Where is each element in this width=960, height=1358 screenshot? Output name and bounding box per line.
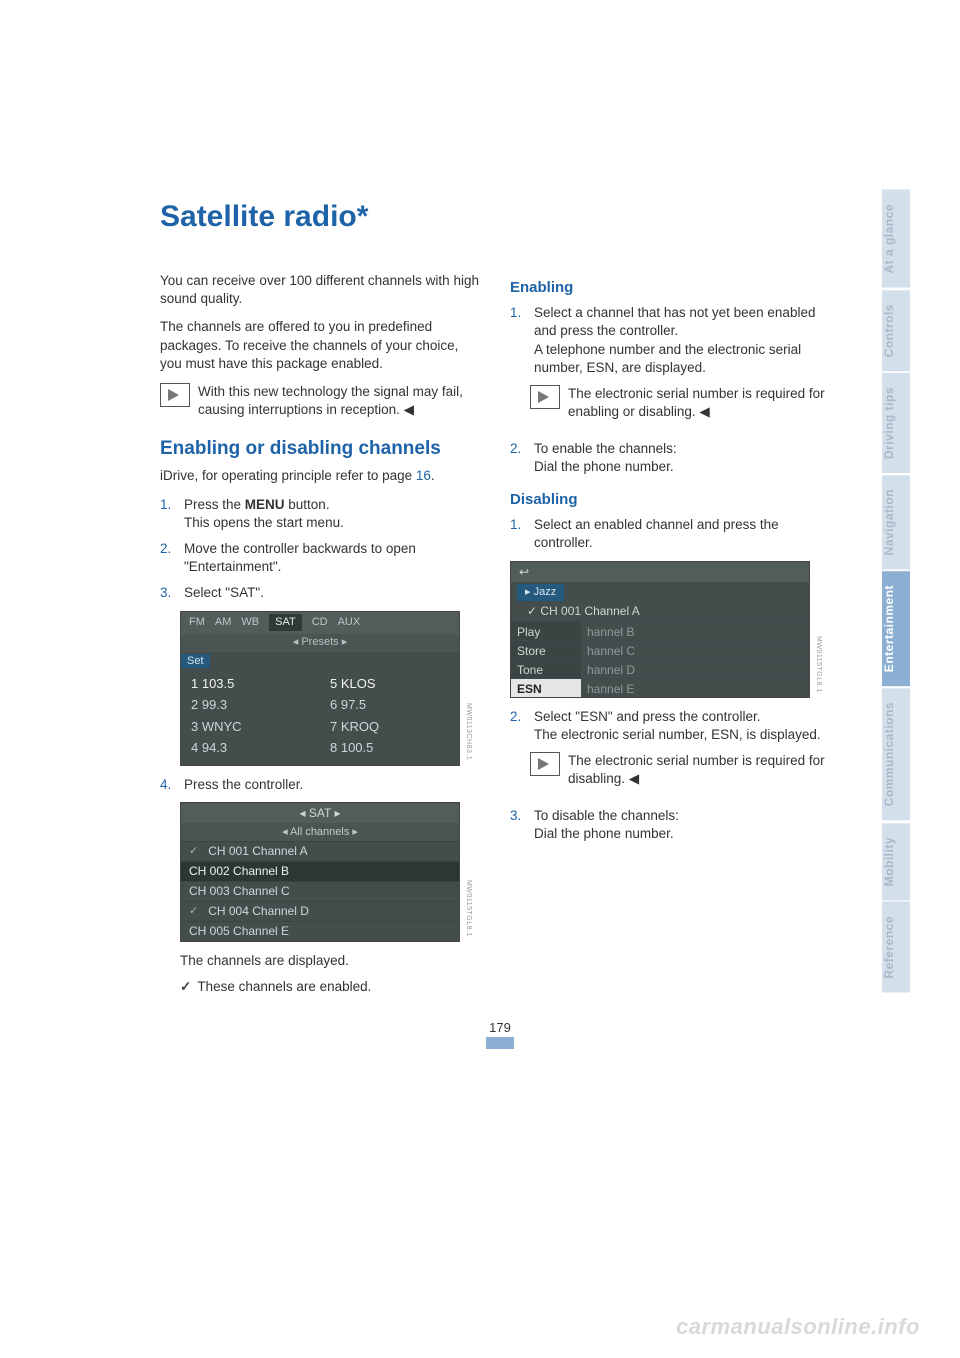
enable-step-1b: A telephone number and the electronic se… (534, 342, 801, 375)
screenshot-all-channels: ◂ SAT ▸ ◂ All channels ▸ CH 001 Channel … (180, 802, 460, 942)
note-text-1: With this new technology the signal may … (198, 383, 482, 419)
tab-navigation[interactable]: Navigation (882, 475, 910, 569)
step-1-text-c: button. (285, 497, 330, 512)
idrive-text-a: iDrive, for operating principle refer to… (160, 468, 416, 483)
channel-item: hannel B (581, 621, 809, 640)
enable-step-2b: Dial the phone number. (534, 459, 674, 474)
menu-item: Tone (511, 659, 581, 678)
menu-item: Play (511, 621, 581, 640)
menu-button-label: MENU (245, 497, 285, 512)
step-number: 2. (160, 540, 174, 576)
channel-item: hannel E (581, 678, 809, 697)
step-number: 2. (510, 440, 524, 476)
page-number-bar (486, 1037, 514, 1049)
step-1-text-a: Press the (184, 497, 245, 512)
channel-row: CH 004 Channel D (181, 901, 459, 921)
tab-entertainment[interactable]: Entertainment (882, 571, 910, 686)
preset-cell: 6 97.5 (320, 694, 459, 716)
idrive-reference: iDrive, for operating principle refer to… (160, 467, 482, 485)
screenshot-esn-menu: ▸ Jazz ✓ CH 001 Channel A Play Store Ton… (510, 561, 810, 698)
set-label: Set (181, 654, 210, 668)
step-number: 4. (160, 776, 174, 794)
right-column: Enabling 1. Select a channel that has no… (510, 272, 832, 996)
disable-step-2a: Select "ESN" and press the controller. (534, 709, 760, 724)
menu-item: Store (511, 640, 581, 659)
note-icon (530, 385, 560, 409)
category-jazz: ▸ Jazz (517, 584, 564, 601)
radio-tab: AM (215, 615, 232, 630)
tab-at-a-glance[interactable]: At a glance (882, 190, 910, 288)
channel-row: CH 003 Channel C (181, 881, 459, 901)
radio-tab: AUX (338, 615, 361, 630)
sat-header: ◂ SAT ▸ (181, 803, 459, 823)
channel-item: hannel D (581, 659, 809, 678)
menu-item-esn: ESN (511, 678, 581, 697)
disable-note: The electronic serial number is required… (568, 752, 832, 788)
enabling-heading: Enabling (510, 278, 832, 298)
tab-reference[interactable]: Reference (882, 902, 910, 993)
step-1-text-d: This opens the start menu. (184, 515, 344, 530)
disabling-heading: Disabling (510, 490, 832, 510)
note-icon (530, 752, 560, 776)
preset-cell: 5 KLOS (320, 673, 459, 695)
radio-tab: FM (189, 615, 205, 630)
screenshot-presets: FM AM WB SAT CD AUX ◂ Presets ▸ Set 1 10… (180, 611, 460, 766)
idrive-text-b: . (431, 468, 435, 483)
enable-step-2a: To enable the channels: (534, 441, 677, 456)
intro-paragraph-2: The channels are offered to you in prede… (160, 318, 482, 373)
disable-step-1: Select an enabled channel and press the … (534, 516, 832, 552)
page-title: Satellite radio* (160, 200, 840, 234)
step-number: 1. (160, 496, 174, 532)
step-number: 3. (160, 584, 174, 602)
channel-top-row: ✓ CH 001 Channel A (511, 603, 809, 621)
radio-tab: WB (241, 615, 259, 630)
left-column: You can receive over 100 different chann… (160, 272, 482, 996)
step-3-text: Select "SAT". (184, 584, 264, 602)
step-number: 1. (510, 516, 524, 552)
tab-driving-tips[interactable]: Driving tips (882, 373, 910, 473)
channels-displayed-text: The channels are displayed. (180, 952, 482, 970)
watermark: carmanualsonline.info (676, 1314, 920, 1340)
section-tabs: At a glance Controls Driving tips Naviga… (882, 190, 910, 995)
note-icon (160, 383, 190, 407)
figure-code: MW0115TGL8.1 (814, 636, 823, 693)
tab-mobility[interactable]: Mobility (882, 823, 910, 900)
presets-header: ◂ Presets ▸ (181, 634, 459, 652)
channel-row: CH 005 Channel E (181, 921, 459, 941)
disable-step-3b: Dial the phone number. (534, 826, 674, 841)
step-number: 2. (510, 708, 524, 744)
preset-cell: 8 100.5 (320, 737, 459, 759)
page-number: 179 (160, 1020, 840, 1035)
enable-step-1a: Select a channel that has not yet been e… (534, 305, 815, 338)
preset-cell: 2 99.3 (181, 694, 320, 716)
figure-code: MW0113CH83.1 (464, 703, 473, 760)
enable-note: The electronic serial number is required… (568, 385, 832, 421)
channel-item: hannel C (581, 640, 809, 659)
radio-tab: CD (312, 615, 328, 630)
page-link-16[interactable]: 16 (416, 468, 431, 483)
tab-controls[interactable]: Controls (882, 290, 910, 371)
figure-code: MW0115TGL8.1 (464, 880, 473, 937)
step-2-text: Move the controller backwards to open "E… (184, 540, 482, 576)
channels-enabled-text: These channels are enabled. (197, 978, 371, 996)
step-4-text: Press the controller. (184, 776, 303, 794)
checkmark-icon: ✓ (180, 978, 191, 996)
intro-paragraph-1: You can receive over 100 different chann… (160, 272, 482, 308)
tab-communications[interactable]: Communications (882, 688, 910, 820)
radio-tab-selected: SAT (269, 614, 302, 631)
preset-cell: 7 KROQ (320, 716, 459, 738)
disable-step-3a: To disable the channels: (534, 808, 679, 823)
preset-cell: 1 103.5 (181, 673, 320, 695)
disable-step-2b: The electronic serial number, ESN, is di… (534, 727, 821, 742)
section-heading-enabling-disabling: Enabling or disabling channels (160, 438, 482, 460)
channel-row-selected: CH 002 Channel B (181, 861, 459, 881)
preset-cell: 3 WNYC (181, 716, 320, 738)
preset-cell: 4 94.3 (181, 737, 320, 759)
step-number: 1. (510, 304, 524, 377)
back-icon (519, 564, 529, 580)
channel-row: CH 001 Channel A (181, 841, 459, 861)
all-channels-header: ◂ All channels ▸ (181, 823, 459, 841)
step-number: 3. (510, 807, 524, 843)
